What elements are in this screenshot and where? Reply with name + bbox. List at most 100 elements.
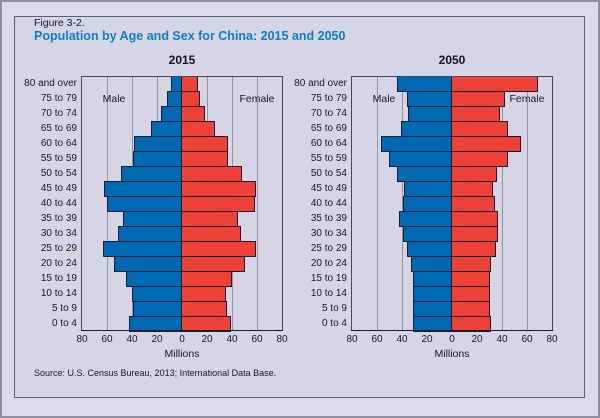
age-group-label: 10 to 14 — [310, 288, 347, 299]
bar-male-10-to-14 — [413, 286, 452, 302]
bar-male-15-to-19 — [126, 271, 182, 287]
bar-male-55-to-59 — [133, 151, 182, 167]
bar-female-20-to-24 — [451, 256, 491, 272]
age-group-label: 0 to 4 — [51, 318, 77, 329]
bar-male-75-to-79 — [167, 91, 182, 107]
bar-male-75-to-79 — [407, 91, 452, 107]
plot-area — [351, 76, 553, 332]
age-group-label: 75 to 79 — [310, 93, 347, 104]
bar-female-60-to-64 — [181, 136, 228, 152]
x-tick-label: 20 — [471, 334, 483, 345]
age-group-label: 55 to 59 — [40, 153, 77, 164]
x-tick-label: 40 — [226, 334, 238, 345]
bar-male-45-to-49 — [404, 181, 452, 197]
x-tick-label: 0 — [449, 334, 455, 345]
bar-female-55-to-59 — [181, 151, 228, 167]
bar-female-30-to-34 — [451, 226, 498, 242]
bar-female-10-to-14 — [451, 286, 490, 302]
plot-frame-top — [351, 76, 553, 77]
age-group-label: 25 to 29 — [310, 243, 347, 254]
bar-male-70-to-74 — [408, 106, 452, 122]
bar-male-5-to-9 — [413, 301, 452, 317]
chart-title: 2050 — [438, 53, 466, 67]
bar-male-25-to-29 — [103, 241, 182, 257]
age-group-label: 0 to 4 — [321, 318, 347, 329]
gridline — [257, 76, 258, 331]
age-group-label: 70 to 74 — [310, 108, 347, 119]
bar-male-50-to-54 — [121, 166, 182, 182]
age-group-label: 45 to 49 — [310, 183, 347, 194]
bar-male-5-to-9 — [133, 301, 182, 317]
plot-frame-right — [552, 76, 553, 331]
bar-female-60-to-64 — [451, 136, 521, 152]
bar-male-45-to-49 — [104, 181, 182, 197]
age-group-label: 30 to 34 — [310, 228, 347, 239]
x-tick-label: 60 — [251, 334, 263, 345]
bar-male-65-to-69 — [401, 121, 452, 137]
bar-male-55-to-59 — [389, 151, 452, 167]
bar-male-35-to-39 — [399, 211, 452, 227]
age-group-label: 40 to 44 — [310, 198, 347, 209]
x-axis-title: Millions — [434, 348, 470, 360]
bar-female-45-to-49 — [451, 181, 493, 197]
bar-male-10-to-14 — [132, 286, 182, 302]
bar-female-0-to-4 — [181, 316, 231, 332]
age-group-label: 5 to 9 — [321, 303, 347, 314]
age-group-label: 50 to 54 — [310, 168, 347, 179]
age-group-label: 75 to 79 — [40, 93, 77, 104]
x-tick-label: 80 — [276, 334, 288, 345]
age-group-label: 35 to 39 — [40, 213, 77, 224]
bar-female-0-to-4 — [451, 316, 491, 332]
bar-female-50-to-54 — [181, 166, 242, 182]
bar-female-10-to-14 — [181, 286, 226, 302]
age-group-label: 20 to 24 — [310, 258, 347, 269]
bar-female-45-to-49 — [181, 181, 256, 197]
bar-male-35-to-39 — [123, 211, 182, 227]
gridline — [402, 76, 403, 331]
bar-female-30-to-34 — [181, 226, 241, 242]
gridline — [527, 76, 528, 331]
bar-female-25-to-29 — [181, 241, 256, 257]
bar-male-60-to-64 — [381, 136, 452, 152]
age-group-label: 10 to 14 — [40, 288, 77, 299]
plot-frame-top — [81, 76, 283, 77]
age-group-label: 15 to 19 — [310, 273, 347, 284]
age-group-label: 40 to 44 — [40, 198, 77, 209]
bar-male-15-to-19 — [413, 271, 452, 287]
bar-female-5-to-9 — [181, 301, 227, 317]
bar-female-35-to-39 — [451, 211, 498, 227]
plot-frame-right — [282, 76, 283, 331]
x-tick-label: 80 — [346, 334, 358, 345]
x-tick-label: 20 — [421, 334, 433, 345]
bar-male-30-to-34 — [403, 226, 452, 242]
x-tick-label: 0 — [179, 334, 185, 345]
bar-male-40-to-44 — [403, 196, 452, 212]
bar-female-15-to-19 — [451, 271, 490, 287]
age-group-label: 60 to 64 — [40, 138, 77, 149]
bar-male-70-to-74 — [161, 106, 182, 122]
bar-male-20-to-24 — [411, 256, 452, 272]
age-group-label: 20 to 24 — [40, 258, 77, 269]
source-note: Source: U.S. Census Bureau, 2013; Intern… — [34, 368, 277, 378]
bar-female-55-to-59 — [451, 151, 508, 167]
x-tick-label: 80 — [76, 334, 88, 345]
bar-female-65-to-69 — [451, 121, 508, 137]
bar-female-40-to-44 — [451, 196, 495, 212]
x-tick-label: 20 — [151, 334, 163, 345]
female-series-label: Female — [509, 93, 545, 105]
bar-female-70-to-74 — [181, 106, 205, 122]
age-group-label: 80 and over — [294, 78, 347, 89]
bar-female-75-to-79 — [181, 91, 200, 107]
age-group-label: 50 to 54 — [40, 168, 77, 179]
x-axis-line — [81, 330, 283, 331]
bar-female-20-to-24 — [181, 256, 245, 272]
plot-area — [81, 76, 283, 332]
bar-female-35-to-39 — [181, 211, 238, 227]
bar-female-25-to-29 — [451, 241, 496, 257]
bar-male-80-and-over — [397, 76, 452, 92]
age-group-label: 55 to 59 — [310, 153, 347, 164]
age-group-label: 45 to 49 — [40, 183, 77, 194]
female-series-label: Female — [239, 93, 275, 105]
bar-male-50-to-54 — [397, 166, 452, 182]
